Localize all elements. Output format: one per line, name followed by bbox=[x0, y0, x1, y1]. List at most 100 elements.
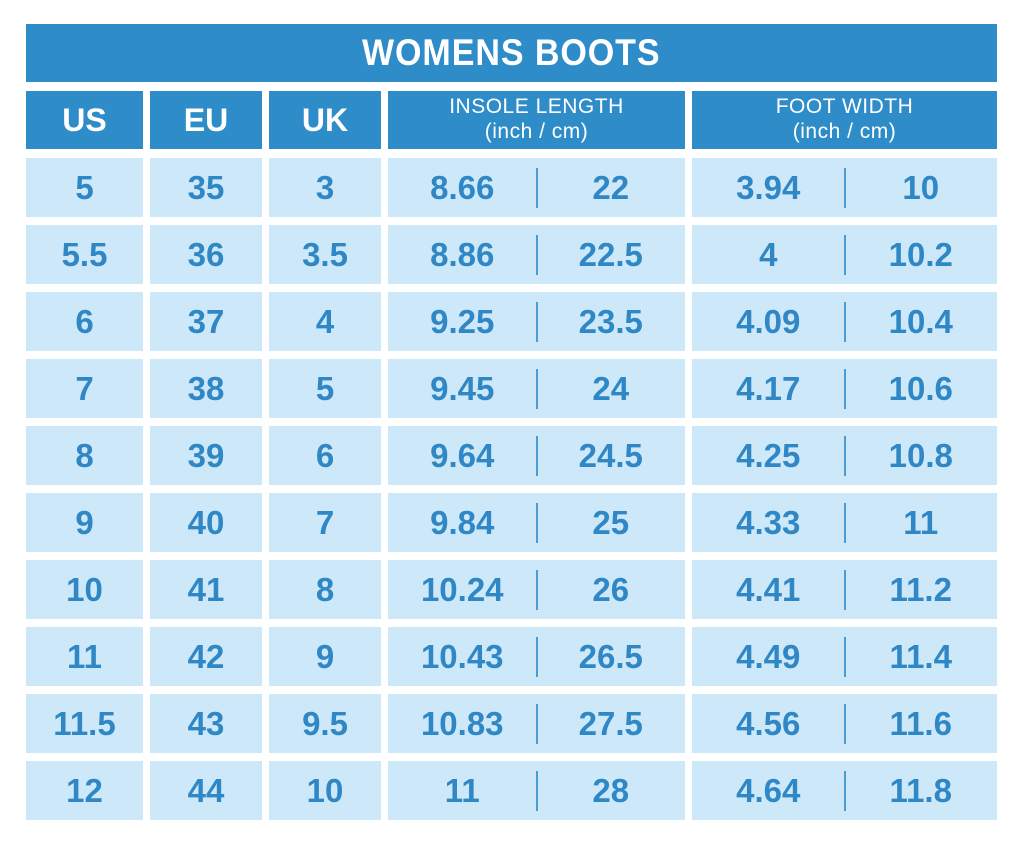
uk-size-value: 9.5 bbox=[302, 704, 348, 742]
cell-divider bbox=[843, 770, 846, 811]
foot-cm-value: 10.4 bbox=[888, 302, 953, 340]
cell-divider bbox=[535, 569, 538, 610]
uk-size-cell: 3 bbox=[269, 158, 381, 217]
cell-divider bbox=[535, 703, 538, 744]
table-header-row: US EU UK INSOLE LENGTH (inch / cm) FOOT … bbox=[26, 91, 1024, 149]
eu-size-value: 44 bbox=[187, 771, 225, 809]
eu-size-value: 42 bbox=[187, 637, 225, 675]
foot-inch-value: 4.41 bbox=[736, 570, 801, 608]
cell-divider bbox=[535, 234, 538, 275]
us-size-cell: 11 bbox=[26, 627, 143, 686]
uk-size-cell: 8 bbox=[269, 560, 381, 619]
insole-inch-value: 10.83 bbox=[420, 704, 504, 742]
foot-width-cell: 4.49 11.4 bbox=[692, 627, 997, 686]
uk-size-value: 6 bbox=[315, 436, 335, 474]
uk-size-cell: 7 bbox=[269, 493, 381, 552]
eu-size-cell: 44 bbox=[150, 761, 262, 820]
us-size-value: 9 bbox=[75, 503, 94, 541]
insole-length-cell: 9.64 24.5 bbox=[388, 426, 685, 485]
insole-cm-value: 27.5 bbox=[578, 704, 643, 742]
us-size-cell: 6 bbox=[26, 292, 143, 351]
foot-width-cell: 3.94 10 bbox=[692, 158, 997, 217]
us-size-value: 5.5 bbox=[61, 235, 108, 273]
table-row: 5.5 36 3.5 8.86 22.5 4 10.2 bbox=[26, 225, 1024, 284]
us-size-cell: 11.5 bbox=[26, 694, 143, 753]
foot-inch-value: 4.25 bbox=[736, 436, 801, 474]
eu-size-cell: 37 bbox=[150, 292, 262, 351]
foot-width-cell: 4.56 11.6 bbox=[692, 694, 997, 753]
uk-size-cell: 10 bbox=[269, 761, 381, 820]
column-header-insole-length: INSOLE LENGTH (inch / cm) bbox=[388, 91, 685, 149]
column-header-label: INSOLE LENGTH bbox=[449, 95, 624, 119]
insole-length-cell: 10.24 26 bbox=[388, 560, 685, 619]
insole-inch-value: 9.25 bbox=[430, 302, 495, 340]
table-row: 5 35 3 8.66 22 3.94 10 bbox=[26, 158, 1024, 217]
insole-length-cell: 8.86 22.5 bbox=[388, 225, 685, 284]
uk-size-cell: 9.5 bbox=[269, 694, 381, 753]
insole-cm-value: 28 bbox=[592, 771, 630, 809]
table-row: 11.5 43 9.5 10.83 27.5 4.56 11.6 bbox=[26, 694, 1024, 753]
insole-length-cell: 8.66 22 bbox=[388, 158, 685, 217]
cell-divider bbox=[843, 502, 846, 543]
us-size-value: 5 bbox=[75, 168, 94, 206]
insole-cm-value: 22 bbox=[592, 168, 630, 206]
eu-size-cell: 42 bbox=[150, 627, 262, 686]
insole-cm-value: 24 bbox=[592, 369, 630, 407]
foot-width-cell: 4.25 10.8 bbox=[692, 426, 997, 485]
foot-inch-value: 4.56 bbox=[736, 704, 801, 742]
uk-size-value: 3.5 bbox=[302, 235, 348, 273]
foot-cm-value: 11 bbox=[903, 503, 939, 541]
cell-divider bbox=[843, 435, 846, 476]
us-size-value: 6 bbox=[75, 302, 94, 340]
chart-title: WOMENS BOOTS bbox=[362, 32, 661, 73]
eu-size-value: 43 bbox=[187, 704, 225, 742]
uk-size-cell: 9 bbox=[269, 627, 381, 686]
table-row: 6 37 4 9.25 23.5 4.09 10.4 bbox=[26, 292, 1024, 351]
cell-divider bbox=[535, 435, 538, 476]
foot-inch-value: 4 bbox=[759, 235, 778, 273]
cell-divider bbox=[843, 368, 846, 409]
insole-length-cell: 11 28 bbox=[388, 761, 685, 820]
eu-size-value: 40 bbox=[187, 503, 225, 541]
cell-divider bbox=[843, 301, 846, 342]
us-size-cell: 10 bbox=[26, 560, 143, 619]
foot-width-cell: 4.33 11 bbox=[692, 493, 997, 552]
us-size-cell: 9 bbox=[26, 493, 143, 552]
cell-divider bbox=[535, 301, 538, 342]
us-size-value: 7 bbox=[75, 369, 94, 407]
chart-title-bar: WOMENS BOOTS bbox=[26, 24, 997, 82]
foot-cm-value: 10.2 bbox=[888, 235, 953, 273]
us-size-cell: 5.5 bbox=[26, 225, 143, 284]
foot-cm-value: 10.8 bbox=[888, 436, 953, 474]
us-size-value: 11 bbox=[67, 637, 102, 675]
us-size-cell: 12 bbox=[26, 761, 143, 820]
us-size-value: 11.5 bbox=[53, 704, 116, 742]
foot-width-cell: 4.64 11.8 bbox=[692, 761, 997, 820]
insole-cm-value: 24.5 bbox=[578, 436, 643, 474]
eu-size-cell: 43 bbox=[150, 694, 262, 753]
eu-size-value: 36 bbox=[187, 235, 225, 273]
insole-inch-value: 9.84 bbox=[430, 503, 495, 541]
eu-size-cell: 39 bbox=[150, 426, 262, 485]
table-row: 7 38 5 9.45 24 4.17 10.6 bbox=[26, 359, 1024, 418]
us-size-value: 8 bbox=[75, 436, 94, 474]
eu-size-cell: 36 bbox=[150, 225, 262, 284]
column-header-us: US bbox=[26, 91, 143, 149]
cell-divider bbox=[535, 770, 538, 811]
foot-inch-value: 3.94 bbox=[736, 168, 801, 206]
foot-inch-value: 4.64 bbox=[736, 771, 801, 809]
foot-cm-value: 11.4 bbox=[889, 637, 952, 675]
foot-width-cell: 4.17 10.6 bbox=[692, 359, 997, 418]
cell-divider bbox=[535, 636, 538, 677]
cell-divider bbox=[535, 502, 538, 543]
insole-inch-value: 9.64 bbox=[430, 436, 495, 474]
uk-size-value: 10 bbox=[306, 771, 344, 809]
eu-size-value: 38 bbox=[187, 369, 225, 407]
uk-size-cell: 4 bbox=[269, 292, 381, 351]
us-size-cell: 7 bbox=[26, 359, 143, 418]
insole-length-cell: 10.43 26.5 bbox=[388, 627, 685, 686]
foot-inch-value: 4.49 bbox=[736, 637, 801, 675]
foot-width-cell: 4 10.2 bbox=[692, 225, 997, 284]
foot-cm-value: 11.6 bbox=[889, 704, 952, 742]
